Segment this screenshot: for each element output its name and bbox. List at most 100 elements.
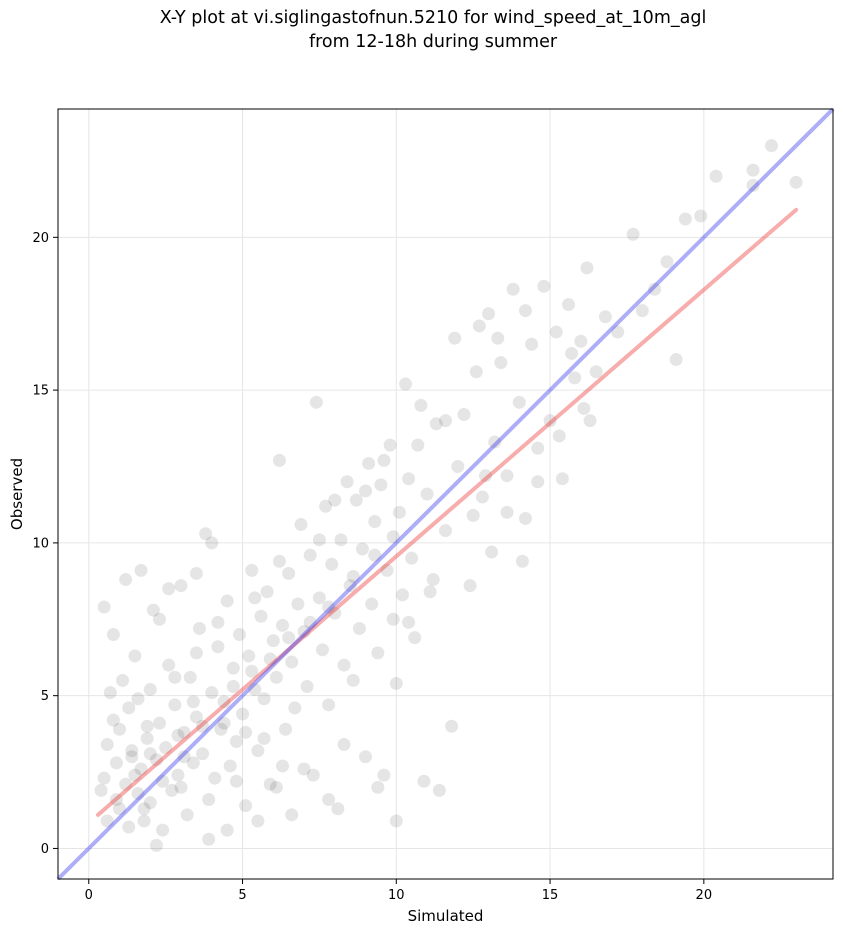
scatter-point <box>405 551 419 565</box>
scatter-point <box>377 453 391 467</box>
scatter-point <box>500 505 514 519</box>
scatter-point <box>223 759 237 773</box>
reference-lines <box>56 107 835 881</box>
scatter-point <box>466 508 480 522</box>
scatter-point <box>140 719 154 733</box>
scatter-point <box>294 518 308 532</box>
scatter-point <box>309 395 323 409</box>
scatter-point <box>168 670 182 684</box>
scatter-point <box>300 680 314 693</box>
scatter-point <box>131 692 145 706</box>
scatter-point <box>220 823 234 837</box>
scatter-point <box>303 548 317 562</box>
scatter-point <box>359 750 373 764</box>
scatter-point <box>106 628 120 642</box>
scatter-point <box>386 612 400 626</box>
scatter-point <box>128 649 142 663</box>
scatter-point <box>371 646 385 660</box>
scatter-point <box>312 533 326 547</box>
x-tick-label: 15 <box>542 888 559 903</box>
scatter-point <box>518 304 532 318</box>
scatter-point <box>156 823 170 837</box>
scatter-point <box>128 768 142 782</box>
scatter-point <box>97 600 111 614</box>
scatter-point <box>472 319 486 333</box>
scatter-point <box>417 774 431 788</box>
scatter-point <box>276 759 290 773</box>
scatter-point <box>177 725 191 739</box>
scatter-point <box>746 163 760 177</box>
scatter-point <box>174 780 188 794</box>
scatter-point <box>205 536 219 550</box>
scatter-point <box>143 796 157 810</box>
y-tick-label: 5 <box>41 689 49 704</box>
scatter-point <box>325 557 339 571</box>
scatter-point <box>346 570 360 583</box>
scatter-point <box>279 722 293 736</box>
scatter-point <box>183 670 197 684</box>
scatter-point <box>312 591 326 605</box>
scatter-point <box>583 414 597 428</box>
scatter-point <box>260 585 274 599</box>
scatter-point <box>217 716 231 730</box>
scatter-point <box>152 612 166 626</box>
scatter-point <box>577 401 591 415</box>
scatter-point <box>322 793 336 807</box>
scatter-point <box>113 722 127 736</box>
scatter-point <box>109 756 123 770</box>
scatter-point <box>383 438 397 452</box>
scatter-point <box>543 414 557 428</box>
y-tick-label: 0 <box>41 842 49 857</box>
scatter-points <box>94 139 803 852</box>
x-tick-label: 10 <box>388 888 405 903</box>
scatter-point <box>423 585 437 599</box>
scatter-point <box>226 661 240 675</box>
x-axis-label: Simulated <box>408 907 484 925</box>
scatter-point <box>380 563 394 577</box>
scatter-point <box>131 786 145 800</box>
scatter-point <box>399 377 413 391</box>
scatter-point <box>463 579 477 593</box>
scatter-point <box>214 722 228 736</box>
scatter-point <box>152 716 166 730</box>
scatter-point <box>226 680 240 693</box>
scatter-point <box>94 783 108 797</box>
scatter-point <box>371 780 385 794</box>
scatter-point <box>328 606 342 620</box>
scatter-point <box>242 649 256 663</box>
scatter-point <box>377 768 391 782</box>
scatter-point <box>106 713 120 727</box>
scatter-point <box>146 603 160 617</box>
scatter-point <box>395 588 409 602</box>
scatter-point <box>205 686 219 700</box>
scatter-point <box>291 597 305 611</box>
x-tick-label: 5 <box>238 888 246 903</box>
scatter-point <box>746 178 760 192</box>
scatter-point <box>340 475 354 489</box>
scatter-point <box>149 753 163 767</box>
chart-title-line1: X-Y plot at vi.siglingastofnun.5210 for … <box>159 8 707 28</box>
scatter-point <box>355 542 369 556</box>
scatter-point <box>143 683 157 697</box>
scatter-point <box>186 756 200 770</box>
scatter-point <box>402 472 416 486</box>
scatter-point <box>420 487 434 501</box>
scatter-point <box>346 673 360 687</box>
scatter-point <box>189 646 203 660</box>
scatter-point <box>168 698 182 712</box>
scatter-point <box>306 768 320 782</box>
scatter-point <box>362 456 376 470</box>
scatter-point <box>589 365 603 379</box>
scatter-point <box>334 533 348 547</box>
scatter-point <box>402 615 416 629</box>
scatter-point <box>432 783 446 797</box>
scatter-point <box>285 808 299 822</box>
scatter-point <box>598 310 612 324</box>
scatter-point <box>574 334 588 348</box>
scatter-point <box>254 609 268 623</box>
scatter-point <box>202 832 216 846</box>
scatter-point <box>491 331 505 345</box>
scatter-point <box>220 594 234 608</box>
scatter-point <box>485 545 499 559</box>
scatter-point <box>297 625 311 638</box>
